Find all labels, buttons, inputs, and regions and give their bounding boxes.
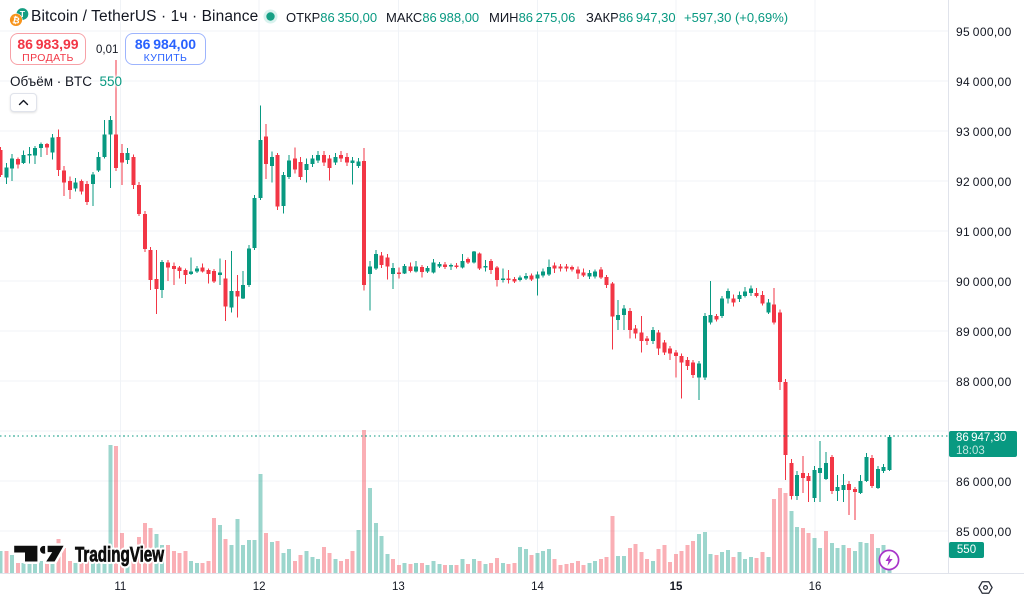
svg-text:TradingView: TradingView bbox=[75, 543, 164, 567]
svg-text:₿: ₿ bbox=[11, 15, 20, 26]
svg-text:T: T bbox=[20, 9, 26, 19]
svg-text:TradingView: TradingView bbox=[75, 543, 164, 567]
